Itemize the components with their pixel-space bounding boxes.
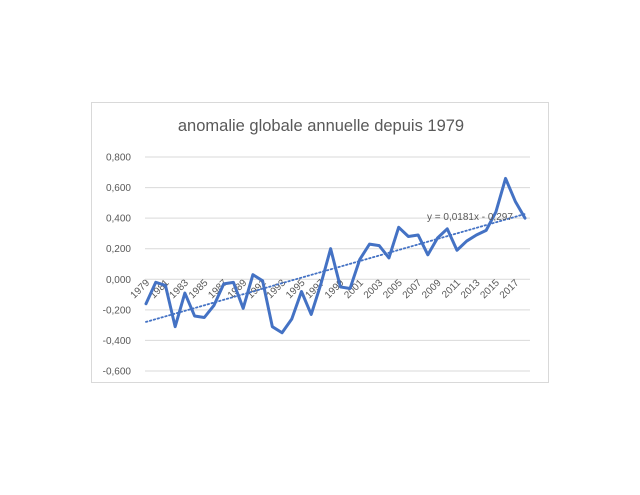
x-tick-label: 1993	[265, 277, 289, 301]
y-tick-label: 0,400	[106, 214, 131, 225]
y-tick-label: -0,400	[103, 336, 132, 347]
y-tick-label: 0,200	[106, 244, 131, 255]
series-line	[144, 176, 527, 335]
x-tick-label: 2011	[440, 277, 463, 300]
x-tick-label: 2005	[381, 277, 405, 301]
line-chart: anomalie globale annuelle depuis 1979 -0…	[103, 117, 530, 378]
trendline-equation: y = 0,0181x - 0,297	[427, 212, 513, 223]
x-tick-label: 2015	[478, 277, 502, 301]
y-tick-label: -0,600	[103, 367, 132, 378]
x-tick-label: 2003	[362, 277, 386, 301]
y-tick-label: 0,800	[106, 153, 131, 164]
x-tick-label: 2009	[420, 277, 444, 301]
x-tick-label: 2013	[459, 277, 483, 301]
y-axis-ticks: -0,600 -0,400 -0,200 0,000 0,200 0,400 0,600 0,…	[103, 153, 132, 378]
x-tick-label: 1999	[323, 277, 347, 301]
y-tick-label: -0,200	[103, 305, 132, 316]
gridlines	[145, 156, 530, 372]
x-tick-label: 2007	[401, 277, 425, 301]
y-tick-label: 0,600	[106, 183, 131, 194]
x-tick-label: 2017	[498, 277, 522, 301]
chart-title: anomalie globale annuelle depuis 1979	[178, 117, 464, 135]
series-group	[144, 176, 527, 335]
y-tick-label: 0,000	[106, 275, 131, 286]
x-tick-label: 1985	[187, 277, 211, 301]
chart-area: anomalie globale annuelle depuis 1979 -0…	[91, 102, 549, 383]
